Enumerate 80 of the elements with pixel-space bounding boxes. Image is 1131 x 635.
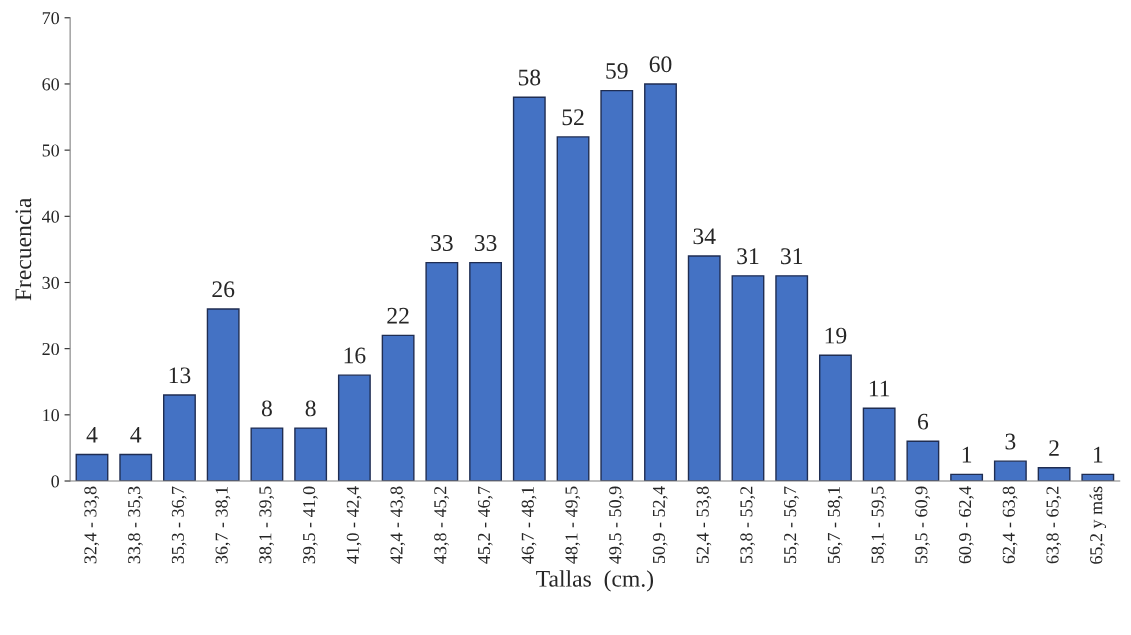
- y-axis-title: Frecuencia: [15, 197, 32, 301]
- y-tick-label: 60: [42, 78, 60, 91]
- data-label: 60: [649, 56, 672, 73]
- x-tick-label: 58,1 - 59,5: [871, 486, 887, 564]
- bar: [469, 261, 503, 482]
- x-tick-label: 48,1 - 49,5: [565, 486, 581, 564]
- data-label: 8: [305, 400, 316, 417]
- x-tick-label: 56,7 - 58,1: [827, 486, 843, 564]
- bar: [644, 83, 677, 482]
- y-tick-label: 10: [43, 409, 60, 422]
- bar: [862, 407, 896, 482]
- bar: [206, 308, 240, 482]
- bar: [119, 453, 153, 482]
- bar: [512, 96, 546, 482]
- data-label: 33: [474, 235, 497, 251]
- bar: [75, 453, 109, 482]
- data-label: 26: [212, 281, 235, 298]
- y-tick-label: 0: [51, 475, 60, 488]
- bar: [818, 354, 852, 482]
- data-label: 8: [261, 400, 272, 417]
- x-axis-title: Tallas (cm.): [536, 570, 654, 592]
- bar: [163, 394, 196, 482]
- data-label: 22: [387, 307, 409, 324]
- bar: [906, 440, 940, 482]
- bar: [294, 427, 328, 482]
- bar: [337, 374, 371, 482]
- y-tick-label: 70: [42, 12, 60, 25]
- data-label: 33: [431, 235, 453, 251]
- x-tick-label: 52,4 - 53,8: [696, 486, 712, 564]
- x-tick-label: 46,7 - 48,1: [521, 486, 537, 564]
- x-tick-label: 49,5 - 50,9: [609, 486, 624, 564]
- y-tick-label: 40: [42, 210, 60, 223]
- y-tick-label: 30: [42, 276, 60, 289]
- bar: [381, 334, 415, 482]
- x-tick-label: 65,2 y más: [1089, 486, 1107, 564]
- bar: [1037, 467, 1071, 482]
- data-label: 59: [606, 62, 628, 79]
- bar: [687, 255, 721, 482]
- data-label: 11: [869, 380, 890, 397]
- data-label: 6: [918, 413, 929, 430]
- bar: [556, 136, 590, 482]
- data-label: 31: [781, 248, 803, 265]
- bar: [775, 275, 809, 482]
- x-tick-label: 45,2 - 46,7: [477, 486, 493, 564]
- data-label: 52: [562, 109, 584, 126]
- y-tick-label: 50: [42, 144, 60, 157]
- data-label: 4: [130, 427, 142, 443]
- data-label: 19: [825, 327, 847, 344]
- data-label: 2: [1049, 440, 1059, 456]
- x-tick-label: 60,9 - 62,4: [958, 486, 974, 564]
- x-tick-label: 36,7 - 38,1: [215, 486, 231, 564]
- x-tick-label: 62,4 - 63,8: [1002, 486, 1018, 564]
- x-tick-label: 42,4 - 43,8: [390, 486, 406, 564]
- bar: [250, 427, 284, 482]
- x-tick-label: 53,8 - 55,2: [740, 486, 756, 564]
- data-label: 31: [737, 248, 759, 265]
- x-tick-label: 38,1 - 39,5: [259, 486, 275, 564]
- x-tick-label: 39,5 - 41,0: [302, 486, 318, 564]
- bar: [993, 460, 1027, 482]
- data-label: 4: [86, 427, 98, 443]
- x-tick-label: 50,9 - 52,4: [652, 486, 668, 564]
- data-label: 1: [1094, 446, 1103, 463]
- data-label: 16: [344, 347, 366, 364]
- x-tick-label: 55,2 - 56,7: [784, 486, 799, 564]
- data-label: 3: [1005, 433, 1016, 450]
- x-tick-label: 43,8 - 45,2: [434, 486, 449, 564]
- data-label: 1: [962, 446, 972, 463]
- data-label: 58: [518, 69, 541, 86]
- x-tick-label: 59,5 - 60,9: [915, 486, 931, 564]
- x-tick-label: 33,8 - 35,3: [128, 486, 143, 564]
- x-tick-label: 32,4 - 33,8: [84, 486, 100, 564]
- x-tick-label: 41,0 - 42,4: [346, 486, 362, 564]
- data-label: 13: [169, 367, 191, 384]
- bar: [425, 261, 459, 482]
- bar: [731, 275, 765, 482]
- x-tick-label: 35,3 - 36,7: [171, 486, 187, 564]
- data-label: 34: [693, 228, 716, 245]
- y-tick-label: 20: [42, 342, 60, 356]
- bar: [600, 89, 634, 482]
- x-tick-label: 63,8 - 65,2: [1046, 486, 1062, 564]
